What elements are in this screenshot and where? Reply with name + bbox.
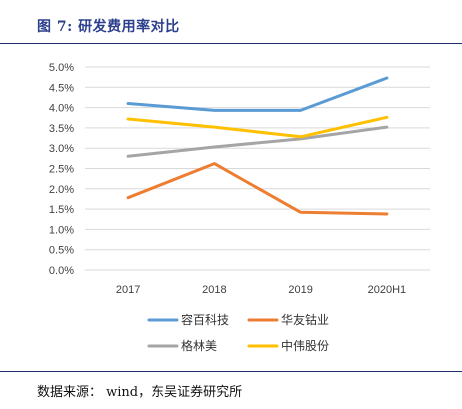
- series-line: [126, 162, 389, 216]
- figure-header: 图 7: 研发费用率对比: [0, 0, 462, 44]
- top-rule: [0, 43, 462, 44]
- y-tick-label: 3.5%: [49, 123, 74, 135]
- legend-label: 中伟股份: [281, 338, 329, 353]
- y-tick-label: 2.0%: [49, 184, 74, 196]
- figure-title: 图 7: 研发费用率对比: [37, 19, 180, 35]
- y-tick-label: 1.5%: [49, 204, 74, 216]
- y-tick-label: 4.5%: [49, 82, 74, 94]
- legend-item: 中伟股份: [247, 338, 329, 353]
- x-tick-label: 2019: [288, 284, 312, 296]
- x-axis-ticks: 2017 2018 2019 2020H1: [116, 284, 406, 296]
- series-line: [126, 76, 389, 112]
- y-tick-label: 1.0%: [49, 224, 74, 236]
- x-tick-label: 2017: [116, 284, 140, 296]
- line-chart: 0.0% 0.5% 1.0% 1.5% 2.0% 2.5% 3.0% 3.5% 4.0% 4.5%…: [49, 62, 430, 353]
- legend-item: 华友钴业: [247, 312, 329, 327]
- series-layer: [126, 76, 389, 216]
- grid-layer: [85, 66, 430, 271]
- y-axis-ticks: 0.0% 0.5% 1.0% 1.5% 2.0% 2.5% 3.0% 3.5% 4.0% 4.5%…: [49, 62, 74, 277]
- legend-item: 格林美: [147, 338, 217, 353]
- x-tick-label: 2020H1: [368, 284, 407, 296]
- x-tick-label: 2018: [202, 284, 226, 296]
- legend-label: 格林美: [181, 338, 217, 353]
- legend-item: 容百科技: [147, 312, 229, 327]
- legend-label: 华友钴业: [281, 312, 329, 327]
- legend-label: 容百科技: [181, 312, 229, 327]
- y-tick-label: 3.0%: [49, 143, 74, 155]
- y-tick-label: 5.0%: [49, 62, 74, 74]
- y-tick-label: 0.5%: [49, 245, 74, 257]
- series-line: [126, 125, 389, 158]
- y-tick-label: 0.0%: [49, 265, 74, 277]
- y-tick-label: 2.5%: [49, 164, 74, 176]
- series-line: [126, 115, 389, 139]
- y-tick-label: 4.0%: [49, 103, 74, 115]
- source-note: 数据来源： wind，东吴证券研究所: [37, 385, 243, 400]
- bottom-rule: [0, 371, 462, 372]
